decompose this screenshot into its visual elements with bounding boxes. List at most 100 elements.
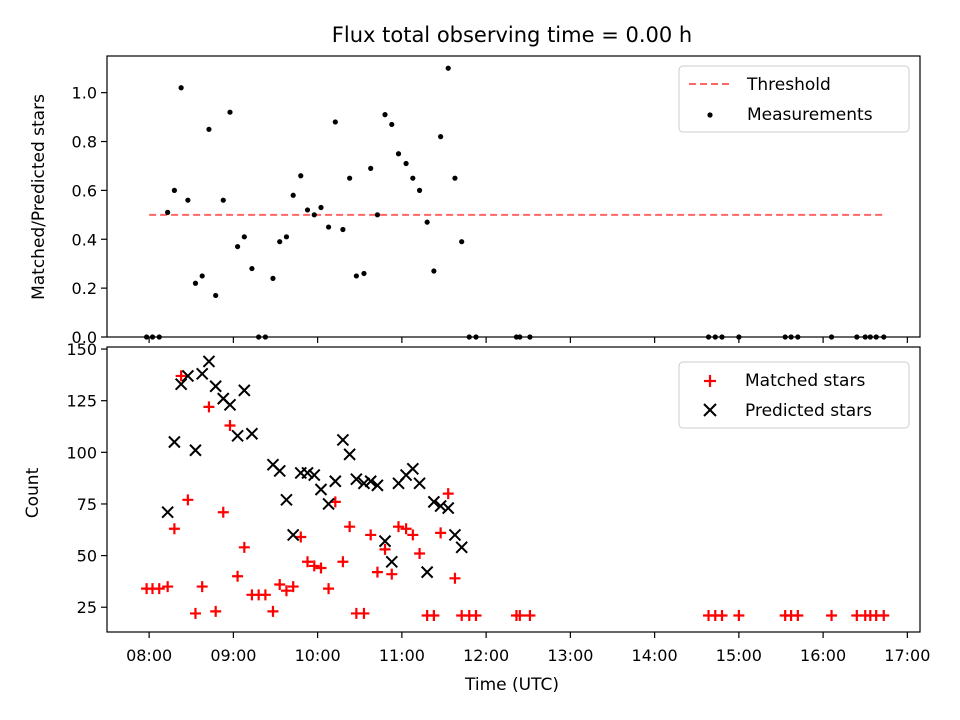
bottom-legend: Matched stars Predicted stars xyxy=(678,361,910,429)
measurement-point xyxy=(185,197,191,203)
predicted-star-marker xyxy=(385,555,398,568)
matched-star-marker xyxy=(189,607,201,619)
measurement-point xyxy=(382,112,388,118)
predicted-star-marker xyxy=(195,367,209,381)
measurement-point xyxy=(340,226,346,233)
measurement-point xyxy=(410,175,416,181)
predicted-star-marker xyxy=(245,427,259,440)
matched-star-marker xyxy=(449,572,461,584)
matched-star-marker xyxy=(365,529,377,541)
matched-star-marker xyxy=(442,488,454,500)
matched-star-marker xyxy=(379,543,391,555)
legend-measurements-swatch xyxy=(707,112,713,118)
top-ytick-label: 0.2 xyxy=(72,279,97,298)
predicted-star-marker xyxy=(322,497,335,511)
top-ytick-label: 0.0 xyxy=(72,328,97,347)
matched-star-marker xyxy=(168,523,180,535)
legend-matched-swatch xyxy=(704,375,716,387)
measurement-point xyxy=(424,219,430,225)
matched-star-marker xyxy=(274,579,286,590)
matched-star-marker xyxy=(224,419,236,431)
predicted-star-marker xyxy=(343,448,356,461)
predicted-star-marker xyxy=(329,475,342,488)
measurement-point xyxy=(178,85,184,91)
matched-star-marker xyxy=(210,605,222,617)
top-axes-frame xyxy=(106,55,921,338)
predicted-star-marker xyxy=(336,433,350,447)
matched-star-marker xyxy=(162,581,174,593)
measurement-point xyxy=(459,239,465,245)
matched-star-marker xyxy=(232,570,244,582)
predicted-star-marker xyxy=(209,380,222,393)
predicted-star-marker xyxy=(174,377,188,391)
measurement-point xyxy=(290,192,296,198)
bottom-xtick-label: 08:00 xyxy=(126,646,172,665)
measurement-point xyxy=(213,292,219,299)
matched-star-marker xyxy=(337,556,349,568)
bottom-ytick-label: 25 xyxy=(77,598,97,617)
predicted-star-marker xyxy=(406,462,420,476)
predicted-star-marker xyxy=(314,483,328,496)
legend-predicted-label: Predicted stars xyxy=(745,401,872,421)
matched-star-marker xyxy=(826,609,838,621)
bottom-ytick-label: 75 xyxy=(77,495,97,514)
matched-star-marker xyxy=(733,609,745,621)
legend-threshold-label: Threshold xyxy=(746,75,831,95)
predicted-star-marker xyxy=(308,468,321,482)
matched-star-marker xyxy=(175,370,187,382)
predicted-star-marker xyxy=(350,472,363,486)
measurement-point xyxy=(277,239,283,245)
bottom-ytick-label: 125 xyxy=(66,392,97,411)
bottom-xtick-label: 14:00 xyxy=(632,646,678,665)
matched-star-marker xyxy=(196,581,208,593)
measurement-point xyxy=(249,265,255,272)
matched-star-marker xyxy=(400,523,412,535)
predicted-star-marker xyxy=(378,534,392,548)
predicted-star-marker xyxy=(168,435,181,449)
bottom-xtick-label: 16:00 xyxy=(800,646,846,665)
matched-star-marker xyxy=(153,583,165,595)
measurement-point xyxy=(325,224,332,230)
predicted-star-marker xyxy=(181,369,195,383)
top-legend-box xyxy=(678,65,910,133)
top-panel: 0.0 0.2 0.4 0.6 0.8 1.0 xyxy=(72,65,908,347)
predicted-star-marker xyxy=(413,477,426,490)
bottom-ytick-label: 100 xyxy=(66,443,97,462)
measurement-point xyxy=(368,165,374,171)
measurement-point xyxy=(165,209,171,215)
legend-predicted-swatch xyxy=(703,403,717,417)
matched-star-marker xyxy=(524,609,536,621)
matched-star-marker xyxy=(280,585,292,597)
predicted-star-marker xyxy=(161,506,174,519)
predicted-star-marker xyxy=(301,466,314,480)
measurement-point xyxy=(298,173,304,179)
matched-star-marker xyxy=(716,609,728,621)
measurement-point xyxy=(361,270,367,277)
matched-star-marker xyxy=(203,401,215,413)
measurement-point xyxy=(311,212,317,218)
matched-star-marker xyxy=(393,521,405,533)
bottom-panel: 25 50 75 100 125 150 08:00 09:00 10:00 11:00 12:00… xyxy=(66,340,930,665)
measurement-point xyxy=(220,197,226,203)
predicted-star-marker xyxy=(364,475,377,488)
matched-star-marker xyxy=(308,560,320,572)
measurement-point xyxy=(347,175,353,181)
measurement-point xyxy=(171,187,177,193)
matched-star-marker xyxy=(407,529,419,541)
predicted-star-marker xyxy=(280,493,293,507)
bottom-ylabel: Count xyxy=(23,467,43,518)
top-ytick-label: 0.8 xyxy=(72,133,97,152)
matched-star-marker xyxy=(428,609,440,621)
chart-title: Flux total observing time = 0.00 h xyxy=(332,23,692,47)
matched-star-marker xyxy=(182,494,194,506)
bottom-ytick-label: 50 xyxy=(77,547,97,566)
measurement-point xyxy=(227,109,233,115)
matched-star-marker xyxy=(386,568,398,580)
matched-star-marker xyxy=(238,541,250,553)
matched-star-marker xyxy=(414,548,426,560)
measurement-point xyxy=(431,268,437,274)
measurement-point xyxy=(332,119,338,125)
bottom-ytick-label: 150 xyxy=(66,340,97,359)
matched-star-marker xyxy=(217,506,229,518)
measurement-point xyxy=(452,175,458,181)
